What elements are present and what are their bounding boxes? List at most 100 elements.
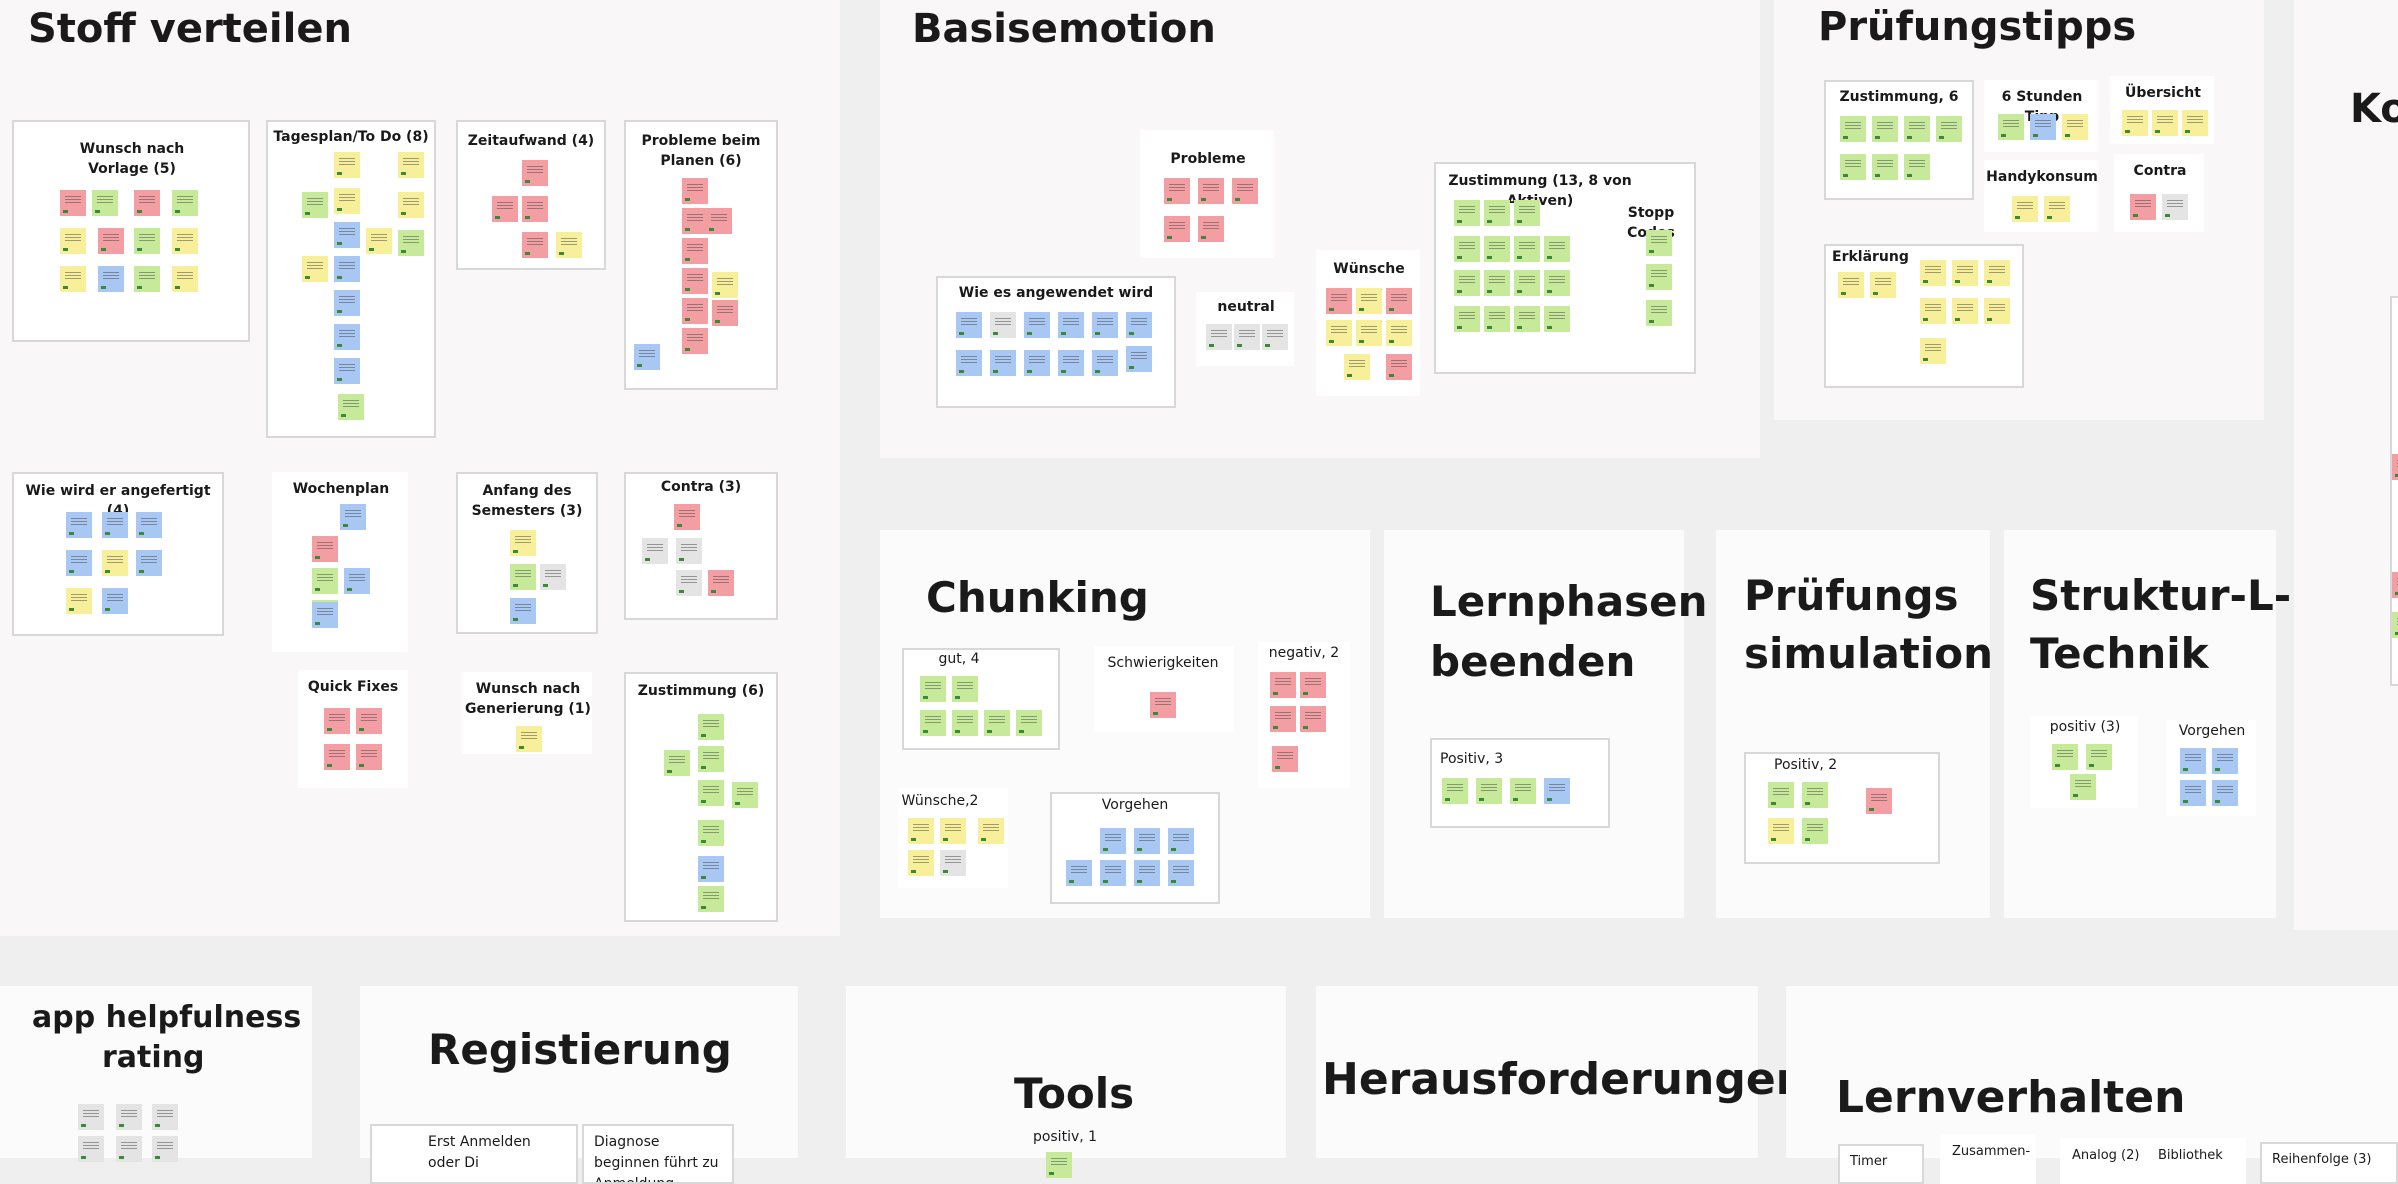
sticky-note[interactable] bbox=[1356, 320, 1382, 346]
group-zustimmung[interactable]: Zustimmung (6) bbox=[624, 672, 778, 922]
sticky-note[interactable] bbox=[1998, 114, 2024, 140]
sticky-note[interactable] bbox=[172, 190, 198, 216]
sticky-note[interactable] bbox=[642, 538, 668, 564]
sticky-note[interactable] bbox=[1344, 354, 1370, 380]
sticky-note[interactable] bbox=[1514, 236, 1540, 262]
sticky-note[interactable] bbox=[134, 228, 160, 254]
sticky-note[interactable] bbox=[540, 564, 566, 590]
sticky-note[interactable] bbox=[1092, 350, 1118, 376]
card-reihenfolge[interactable]: Reihenfolge (3) bbox=[2260, 1142, 2398, 1184]
sticky-note[interactable] bbox=[312, 568, 338, 594]
sticky-note[interactable] bbox=[698, 820, 724, 846]
sticky-note[interactable] bbox=[952, 676, 978, 702]
sticky-note[interactable] bbox=[1046, 1152, 1072, 1178]
frame-ko-partial[interactable]: Ko bbox=[2294, 0, 2398, 930]
sticky-note[interactable] bbox=[1126, 346, 1152, 372]
sticky-note[interactable] bbox=[1134, 828, 1160, 854]
sticky-note[interactable] bbox=[682, 178, 708, 204]
sticky-note[interactable] bbox=[522, 160, 548, 186]
sticky-note[interactable] bbox=[356, 708, 382, 734]
group-vorgehen-chunking[interactable]: Vorgehen bbox=[1050, 792, 1220, 904]
sticky-note[interactable] bbox=[1904, 154, 1930, 180]
sticky-note[interactable] bbox=[682, 208, 708, 234]
sticky-note[interactable] bbox=[366, 228, 392, 254]
sticky-note[interactable] bbox=[492, 196, 518, 222]
sticky-note[interactable] bbox=[302, 256, 328, 282]
frame-chunking[interactable]: Chunking gut, 4 Schwierigkeiten negativ,… bbox=[880, 530, 1370, 918]
sticky-note[interactable] bbox=[712, 272, 738, 298]
sticky-note[interactable] bbox=[1300, 672, 1326, 698]
sticky-note[interactable] bbox=[92, 190, 118, 216]
frame-tools[interactable]: Tools positiv, 1 bbox=[846, 986, 1286, 1178]
sticky-note[interactable] bbox=[2182, 110, 2208, 136]
sticky-note[interactable] bbox=[990, 350, 1016, 376]
sticky-note[interactable] bbox=[920, 676, 946, 702]
sticky-note[interactable] bbox=[1646, 300, 1672, 326]
sticky-note[interactable] bbox=[978, 818, 1004, 844]
sticky-note[interactable] bbox=[682, 328, 708, 354]
sticky-note[interactable] bbox=[1386, 354, 1412, 380]
sticky-note[interactable] bbox=[1984, 298, 2010, 324]
group-vorgehen-struktur[interactable]: Vorgehen bbox=[2166, 720, 2256, 816]
sticky-note[interactable] bbox=[522, 232, 548, 258]
sticky-note[interactable] bbox=[682, 238, 708, 264]
group-positiv-struktur[interactable]: positiv (3) bbox=[2030, 716, 2138, 808]
sticky-note[interactable] bbox=[522, 196, 548, 222]
sticky-note[interactable] bbox=[1840, 116, 1866, 142]
sticky-note[interactable] bbox=[1920, 298, 1946, 324]
sticky-note[interactable] bbox=[2212, 748, 2238, 774]
sticky-note[interactable] bbox=[1454, 236, 1480, 262]
sticky-note[interactable] bbox=[1920, 338, 1946, 364]
sticky-note[interactable] bbox=[674, 504, 700, 530]
sticky-note[interactable] bbox=[1454, 306, 1480, 332]
sticky-note[interactable] bbox=[1544, 270, 1570, 296]
group-probleme-planen[interactable]: Probleme beim Planen (6) bbox=[624, 120, 778, 390]
sticky-note[interactable] bbox=[1150, 692, 1176, 718]
sticky-note[interactable] bbox=[1016, 710, 1042, 736]
sticky-note[interactable] bbox=[732, 782, 758, 808]
sticky-note[interactable] bbox=[1386, 320, 1412, 346]
sticky-note[interactable] bbox=[334, 152, 360, 178]
sticky-note[interactable] bbox=[2052, 744, 2078, 770]
sticky-note[interactable] bbox=[1326, 288, 1352, 314]
sticky-note[interactable] bbox=[1442, 778, 1468, 804]
sticky-note[interactable] bbox=[2044, 196, 2070, 222]
group-zustimmung-basis[interactable]: Zustimmung (13, 8 von Aktiven) Stopp Cod… bbox=[1434, 162, 1696, 374]
group-wuensche-chunking[interactable]: Wünsche,2 bbox=[898, 788, 1008, 888]
sticky-note[interactable] bbox=[664, 750, 690, 776]
sticky-note[interactable] bbox=[136, 550, 162, 576]
sticky-note[interactable] bbox=[78, 1136, 104, 1162]
sticky-note[interactable] bbox=[116, 1136, 142, 1162]
sticky-note[interactable] bbox=[312, 536, 338, 562]
sticky-note[interactable] bbox=[706, 208, 732, 234]
card-timer[interactable]: Timer bbox=[1838, 1144, 1924, 1184]
group-wochenplan[interactable]: Wochenplan bbox=[272, 472, 408, 652]
group-positiv-lernphasen[interactable]: Positiv, 3 bbox=[1430, 738, 1610, 828]
frame-struktur[interactable]: Struktur-L- Technik positiv (3) Vorgehen bbox=[2004, 530, 2291, 918]
sticky-note[interactable] bbox=[302, 192, 328, 218]
card-bibliothek[interactable]: Bibliothek bbox=[2146, 1138, 2246, 1184]
group-zustimmung-tipps[interactable]: Zustimmung, 6 bbox=[1824, 80, 1974, 200]
sticky-note[interactable] bbox=[98, 266, 124, 292]
sticky-note[interactable] bbox=[1768, 818, 1794, 844]
sticky-note[interactable] bbox=[1838, 272, 1864, 298]
sticky-note[interactable] bbox=[1164, 178, 1190, 204]
sticky-note[interactable] bbox=[1100, 828, 1126, 854]
sticky-note[interactable] bbox=[2030, 114, 2056, 140]
group-gut[interactable]: gut, 4 bbox=[902, 648, 1060, 750]
frame-pruefungssimulation[interactable]: Prüfungs simulation Positiv, 2 bbox=[1716, 530, 1993, 918]
sticky-note[interactable] bbox=[1514, 270, 1540, 296]
sticky-note[interactable] bbox=[1872, 116, 1898, 142]
sticky-note[interactable] bbox=[676, 538, 702, 564]
sticky-note[interactable] bbox=[136, 512, 162, 538]
group-contra-tipps[interactable]: Contra bbox=[2114, 154, 2204, 232]
group-uebersicht[interactable]: Übersicht bbox=[2110, 76, 2214, 144]
group-wunsch-generierung[interactable]: Wunsch nach Generierung (1) bbox=[462, 672, 592, 754]
sticky-note[interactable] bbox=[324, 708, 350, 734]
sticky-note[interactable] bbox=[334, 222, 360, 248]
sticky-note[interactable] bbox=[172, 266, 198, 292]
sticky-note[interactable] bbox=[60, 266, 86, 292]
sticky-note[interactable] bbox=[102, 512, 128, 538]
sticky-note[interactable] bbox=[698, 714, 724, 740]
sticky-note[interactable] bbox=[1058, 350, 1084, 376]
